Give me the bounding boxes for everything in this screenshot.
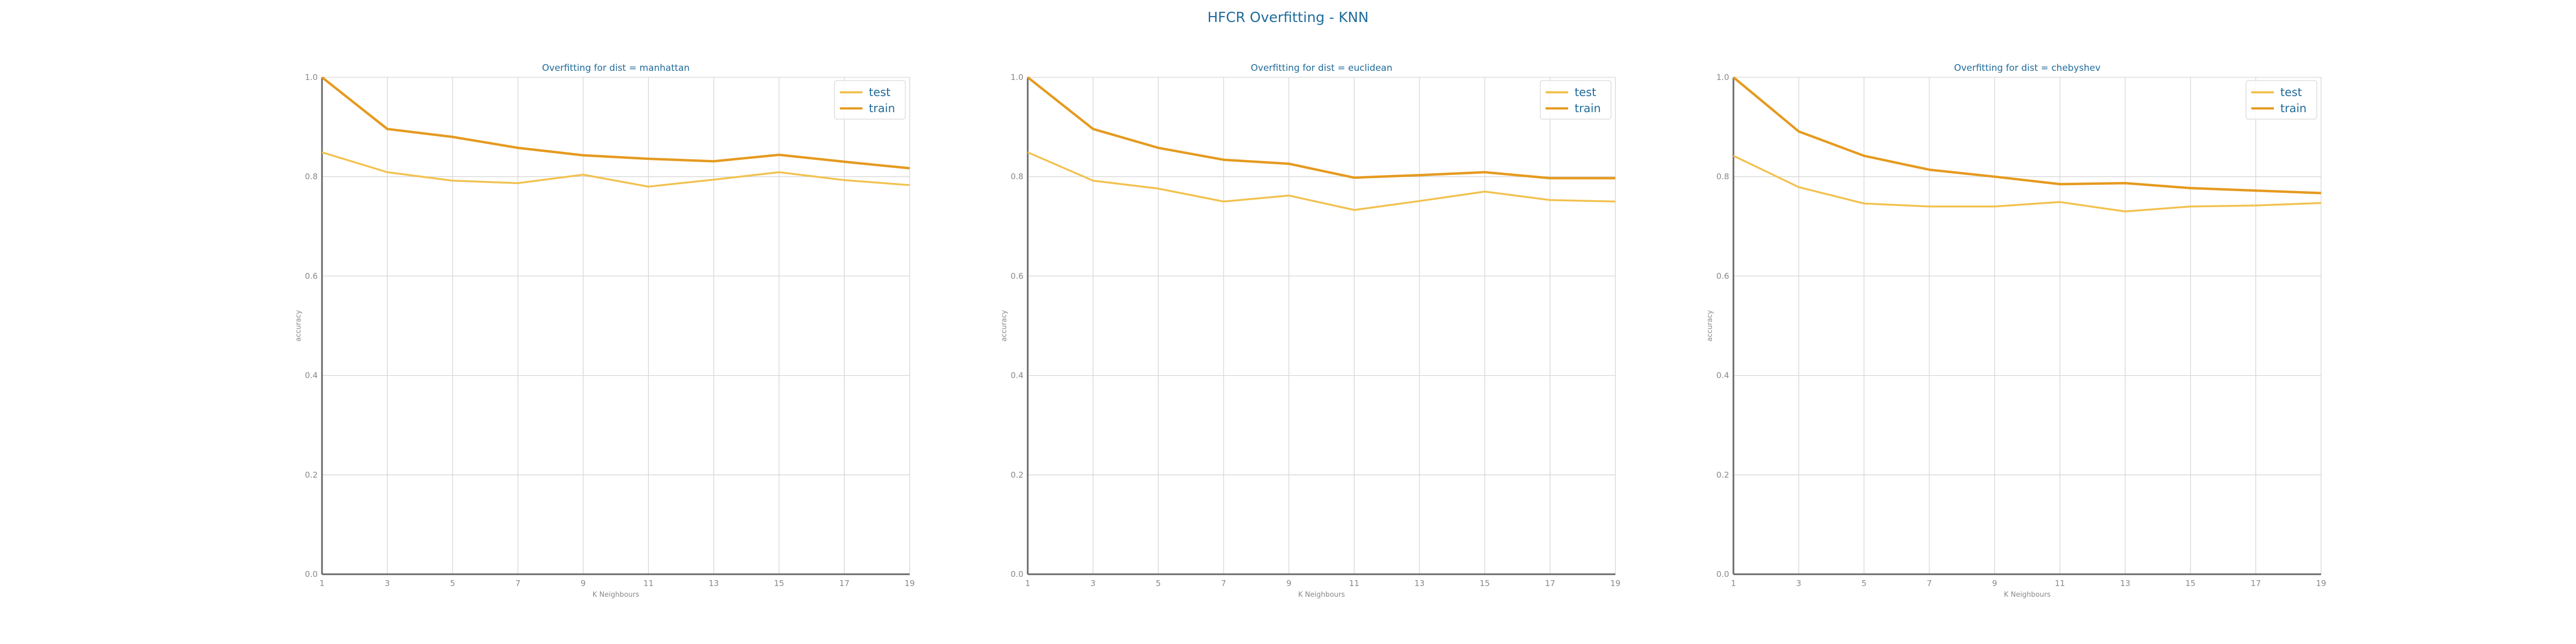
y-tick-label: 1.0	[1011, 72, 1023, 82]
x-tick-label: 7	[515, 579, 521, 588]
x-tick-label: 13	[1414, 579, 1424, 588]
x-tick-label: 3	[1796, 579, 1802, 588]
series-line-train	[321, 76, 910, 170]
x-tick-label: 7	[1221, 579, 1226, 588]
y-tick-label: 0.4	[305, 371, 318, 380]
legend: test train	[834, 80, 906, 120]
subplot-title: Overfitting for dist = chebyshev	[1954, 63, 2101, 74]
x-tick-label: 9	[581, 579, 586, 588]
x-tick-label: 1	[319, 579, 325, 588]
y-axis-label: accuracy	[1000, 310, 1008, 341]
y-tick-label: 0.8	[1011, 172, 1023, 181]
legend-label-test: test	[869, 86, 890, 99]
x-tick-label: 5	[1156, 579, 1161, 588]
x-tick-label: 17	[839, 579, 850, 588]
series-line-test	[1733, 155, 2322, 213]
x-tick-label: 17	[1545, 579, 1555, 588]
x-tick-label: 13	[2120, 579, 2130, 588]
series-line-test	[1027, 151, 1616, 211]
y-tick-label: 0.0	[1011, 569, 1023, 579]
y-axis-label: accuracy	[1706, 310, 1714, 341]
legend-label-train: train	[869, 102, 895, 115]
y-tick-label: 0.4	[1716, 371, 1729, 380]
x-tick-label: 5	[1862, 579, 1867, 588]
y-tick-label: 0.2	[305, 470, 318, 480]
x-tick-label: 3	[1091, 579, 1096, 588]
legend-label-test: test	[2280, 86, 2302, 99]
x-tick-label: 3	[385, 579, 390, 588]
figure-title: HFCR Overfitting - KNN	[1207, 10, 1369, 26]
x-tick-label: 1	[1731, 579, 1736, 588]
x-tick-label: 15	[2185, 579, 2196, 588]
subplot-title: Overfitting for dist = euclidean	[1251, 63, 1393, 74]
x-tick-label: 19	[904, 579, 914, 588]
series-line-train	[1732, 76, 2322, 195]
y-axis-label: accuracy	[295, 310, 303, 341]
y-tick-label: 0.0	[1716, 569, 1729, 579]
y-tick-label: 0.6	[1011, 271, 1023, 281]
y-tick-label: 0.8	[1716, 172, 1729, 181]
y-tick-label: 0.2	[1011, 470, 1023, 480]
y-tick-label: 0.2	[1716, 470, 1729, 480]
x-tick-label: 15	[774, 579, 784, 588]
y-tick-label: 0.6	[305, 271, 318, 281]
x-axis-label: K Neighbours	[1298, 591, 1345, 599]
y-tick-label: 1.0	[305, 72, 318, 82]
y-tick-label: 1.0	[1716, 72, 1729, 82]
legend: test train	[2245, 80, 2317, 120]
y-tick-label: 0.6	[1716, 271, 1729, 281]
legend-label-train: train	[1575, 102, 1601, 115]
y-tick-label: 0.4	[1011, 371, 1023, 380]
series-line-test	[321, 151, 910, 188]
x-tick-label: 11	[643, 579, 654, 588]
y-tick-label: 0.8	[305, 172, 318, 181]
x-tick-label: 13	[708, 579, 719, 588]
x-tick-label: 5	[450, 579, 456, 588]
subplot-title: Overfitting for dist = manhattan	[542, 63, 690, 74]
x-tick-label: 9	[1992, 579, 1997, 588]
x-axis-label: K Neighbours	[2004, 591, 2051, 599]
legend-label-train: train	[2280, 102, 2307, 115]
legend-label-test: test	[1575, 86, 1596, 99]
series-line-train	[1027, 76, 1615, 180]
x-tick-label: 11	[1349, 579, 1359, 588]
x-tick-label: 19	[1610, 579, 1620, 588]
x-tick-label: 7	[1927, 579, 1932, 588]
legend: test train	[1540, 80, 1612, 120]
x-tick-label: 17	[2251, 579, 2261, 588]
x-tick-label: 9	[1286, 579, 1292, 588]
x-axis-label: K Neighbours	[592, 591, 639, 599]
y-tick-label: 0.0	[305, 569, 318, 579]
x-tick-label: 11	[2055, 579, 2065, 588]
x-tick-label: 1	[1025, 579, 1030, 588]
x-tick-label: 19	[2316, 579, 2326, 588]
x-tick-label: 15	[1480, 579, 1490, 588]
